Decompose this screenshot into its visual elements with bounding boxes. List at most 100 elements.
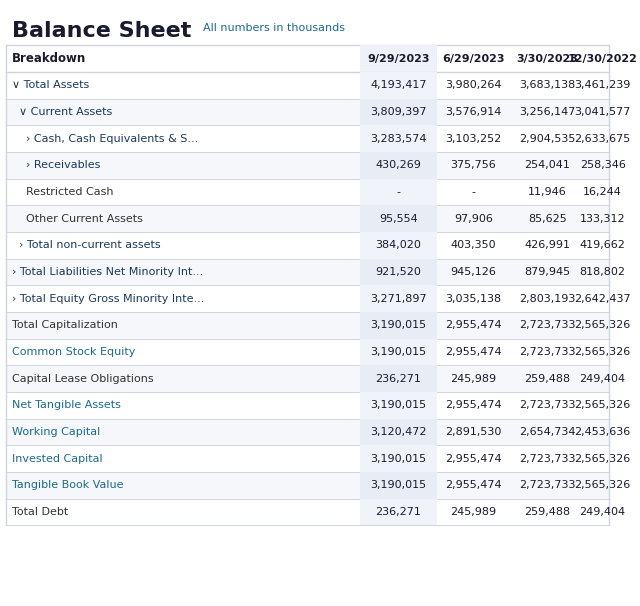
Text: › Cash, Cash Equivalents & S...: › Cash, Cash Equivalents & S... <box>12 134 198 144</box>
Text: 133,312: 133,312 <box>580 214 625 224</box>
Bar <box>360 45 436 72</box>
Text: 245,989: 245,989 <box>451 374 497 384</box>
Bar <box>360 72 436 99</box>
Text: 95,554: 95,554 <box>379 214 417 224</box>
Bar <box>360 419 436 445</box>
Text: › Total Equity Gross Minority Inte...: › Total Equity Gross Minority Inte... <box>12 294 205 304</box>
Text: 2,723,733: 2,723,733 <box>519 347 575 357</box>
Text: Common Stock Equity: Common Stock Equity <box>12 347 136 357</box>
Bar <box>6 392 609 419</box>
Text: › Total non-current assets: › Total non-current assets <box>12 241 161 250</box>
Text: 3,683,138: 3,683,138 <box>519 81 575 90</box>
Text: 12/30/2022: 12/30/2022 <box>568 54 637 64</box>
Text: 2,955,474: 2,955,474 <box>445 454 502 464</box>
Text: 3,103,252: 3,103,252 <box>445 134 502 144</box>
Text: 2,723,733: 2,723,733 <box>519 481 575 490</box>
Text: 3,041,577: 3,041,577 <box>575 107 631 117</box>
Text: Working Capital: Working Capital <box>12 427 100 437</box>
Text: 85,625: 85,625 <box>528 214 566 224</box>
Text: 3,283,574: 3,283,574 <box>370 134 426 144</box>
Text: 2,955,474: 2,955,474 <box>445 321 502 330</box>
Text: 2,565,326: 2,565,326 <box>575 481 631 490</box>
Bar <box>360 392 436 419</box>
Bar <box>360 205 436 232</box>
Bar <box>6 72 609 99</box>
Text: 2,955,474: 2,955,474 <box>445 481 502 490</box>
Bar <box>360 285 436 312</box>
Bar <box>360 312 436 339</box>
Text: 818,802: 818,802 <box>580 267 626 277</box>
Text: 3,190,015: 3,190,015 <box>370 321 426 330</box>
Text: 426,991: 426,991 <box>524 241 570 250</box>
Text: 259,488: 259,488 <box>524 374 570 384</box>
Text: 419,662: 419,662 <box>580 241 626 250</box>
Text: 249,404: 249,404 <box>580 374 626 384</box>
Bar <box>6 419 609 445</box>
Bar <box>360 445 436 472</box>
Bar <box>6 179 609 205</box>
Text: 2,642,437: 2,642,437 <box>574 294 631 304</box>
Text: 403,350: 403,350 <box>451 241 497 250</box>
Text: Restricted Cash: Restricted Cash <box>12 187 114 197</box>
Bar <box>6 365 609 392</box>
Text: 259,488: 259,488 <box>524 507 570 517</box>
Text: 4,193,417: 4,193,417 <box>370 81 426 90</box>
Bar <box>360 365 436 392</box>
Bar <box>6 232 609 259</box>
Bar <box>360 472 436 499</box>
Text: 375,756: 375,756 <box>451 161 497 170</box>
Text: 3,461,239: 3,461,239 <box>575 81 631 90</box>
Text: 3,035,138: 3,035,138 <box>445 294 502 304</box>
Text: 249,404: 249,404 <box>580 507 626 517</box>
Text: 430,269: 430,269 <box>375 161 421 170</box>
Text: Breakdown: Breakdown <box>12 52 86 65</box>
Bar <box>6 339 609 365</box>
Text: 2,891,530: 2,891,530 <box>445 427 502 437</box>
Text: Total Debt: Total Debt <box>12 507 68 517</box>
Text: 921,520: 921,520 <box>375 267 421 277</box>
Bar <box>360 179 436 205</box>
Text: 236,271: 236,271 <box>375 507 421 517</box>
Text: 236,271: 236,271 <box>375 374 421 384</box>
Bar <box>360 99 436 125</box>
Text: ∨ Current Assets: ∨ Current Assets <box>12 107 113 117</box>
Text: 2,723,733: 2,723,733 <box>519 321 575 330</box>
Text: 2,565,326: 2,565,326 <box>575 454 631 464</box>
Bar <box>6 499 609 525</box>
Bar <box>6 152 609 179</box>
Text: 3,190,015: 3,190,015 <box>370 454 426 464</box>
Text: 2,654,734: 2,654,734 <box>519 427 575 437</box>
Text: 97,906: 97,906 <box>454 214 493 224</box>
Text: 384,020: 384,020 <box>375 241 421 250</box>
Text: 6/29/2023: 6/29/2023 <box>442 54 505 64</box>
Text: 3,271,897: 3,271,897 <box>370 294 426 304</box>
Text: 11,946: 11,946 <box>528 187 566 197</box>
Text: › Receivables: › Receivables <box>12 161 100 170</box>
Bar <box>6 99 609 125</box>
Bar <box>6 45 609 72</box>
Text: All numbers in thousands: All numbers in thousands <box>203 23 345 33</box>
Text: Tangible Book Value: Tangible Book Value <box>12 481 124 490</box>
Text: Invested Capital: Invested Capital <box>12 454 103 464</box>
Bar <box>6 259 609 285</box>
Text: 16,244: 16,244 <box>583 187 622 197</box>
Text: 2,565,326: 2,565,326 <box>575 347 631 357</box>
Text: › Total Liabilities Net Minority Int...: › Total Liabilities Net Minority Int... <box>12 267 204 277</box>
Bar <box>6 445 609 472</box>
Text: Net Tangible Assets: Net Tangible Assets <box>12 401 121 410</box>
Text: 2,453,636: 2,453,636 <box>575 427 631 437</box>
Text: 2,955,474: 2,955,474 <box>445 401 502 410</box>
Bar <box>360 339 436 365</box>
Text: 9/29/2023: 9/29/2023 <box>367 54 429 64</box>
Text: 3,256,147: 3,256,147 <box>519 107 575 117</box>
Bar <box>6 125 609 152</box>
Text: 945,126: 945,126 <box>451 267 497 277</box>
Bar <box>360 499 436 525</box>
Bar <box>360 232 436 259</box>
Text: 2,633,675: 2,633,675 <box>575 134 631 144</box>
Bar <box>6 285 609 312</box>
Text: Balance Sheet: Balance Sheet <box>12 21 191 41</box>
Bar <box>6 205 609 232</box>
Text: 3,190,015: 3,190,015 <box>370 401 426 410</box>
Bar <box>6 312 609 339</box>
